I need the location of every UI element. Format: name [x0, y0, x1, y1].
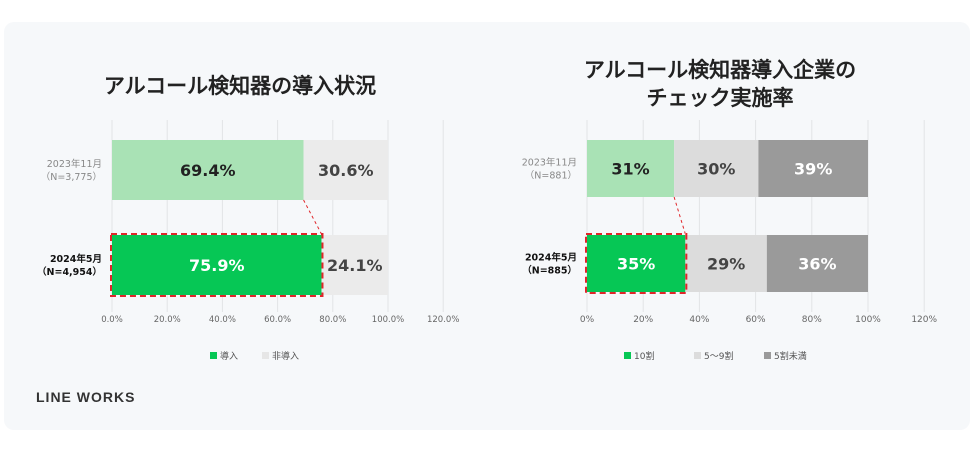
bar-segment	[112, 140, 304, 200]
x-tick-label: 120%	[911, 315, 937, 325]
x-tick-label: 60.0%	[264, 315, 291, 325]
highlight-connector	[673, 196, 686, 235]
highlight-outline	[585, 233, 688, 294]
legend-label: 5～9割	[704, 350, 733, 362]
chart-title-check-rate: アルコール検知器導入企業の チェック実施率	[490, 56, 950, 112]
legend-label: 5割未満	[774, 350, 807, 362]
bar-segment	[587, 140, 675, 197]
bar-segment	[674, 140, 759, 197]
data-label: 31%	[611, 160, 649, 179]
category-label: 2023年11月	[47, 158, 102, 170]
data-label: 29%	[707, 255, 745, 274]
bar-segment	[685, 235, 767, 292]
data-label: 39%	[794, 160, 832, 179]
x-tick-label: 40%	[689, 315, 709, 325]
bar-segment	[112, 235, 322, 295]
bar-segment	[758, 140, 868, 197]
category-label: 2024年5月	[525, 252, 577, 264]
data-label: 36%	[798, 255, 836, 274]
legend-swatch	[764, 352, 771, 359]
legend-swatch	[694, 352, 701, 359]
chart-title-line: アルコール検知器導入企業の	[583, 58, 857, 82]
bar-segment	[303, 140, 388, 200]
category-label: 2024年5月	[50, 253, 102, 265]
chart-title-line: チェック実施率	[646, 86, 794, 110]
category-label: （N=881）	[525, 170, 577, 182]
data-label: 69.4%	[180, 161, 236, 180]
data-label: 35%	[617, 255, 655, 274]
x-tick-label: 80%	[802, 315, 822, 325]
legend-label: 10割	[634, 350, 654, 362]
data-label: 24.1%	[327, 256, 383, 275]
data-label: 75.9%	[189, 256, 245, 275]
legend-label: 非導入	[272, 350, 299, 362]
x-tick-label: 60%	[746, 315, 766, 325]
legend-label: 導入	[220, 350, 238, 362]
infographic-card	[4, 22, 970, 430]
x-tick-label: 120.0%	[427, 315, 459, 325]
legend-swatch	[210, 352, 217, 359]
legend-swatch	[262, 352, 269, 359]
legend-swatch	[624, 352, 631, 359]
highlight-connector	[303, 199, 322, 235]
category-label: 2023年11月	[522, 157, 577, 169]
x-tick-label: 100.0%	[372, 315, 404, 325]
chart-title-line: アルコール検知器の導入状況	[103, 74, 377, 98]
x-tick-label: 20.0%	[154, 315, 181, 325]
highlight-outline	[110, 233, 324, 297]
x-tick-label: 80.0%	[319, 315, 346, 325]
x-tick-label: 100%	[855, 315, 881, 325]
x-tick-label: 0.0%	[101, 315, 123, 325]
chart-title-adoption: アルコール検知器の導入状況	[40, 72, 440, 100]
x-tick-label: 20%	[633, 315, 653, 325]
category-label: （N=4,954）	[37, 266, 102, 278]
data-label: 30%	[697, 160, 735, 179]
category-label: （N=885）	[522, 265, 577, 277]
line-works-logo: LINE WORKS	[36, 389, 136, 405]
x-tick-label: 40.0%	[209, 315, 236, 325]
category-label: （N=3,775）	[41, 171, 102, 183]
bar-segment	[766, 235, 868, 292]
bar-segment	[321, 235, 388, 295]
bar-segment	[587, 235, 686, 292]
data-label: 30.6%	[318, 161, 374, 180]
x-tick-label: 0%	[580, 315, 595, 325]
